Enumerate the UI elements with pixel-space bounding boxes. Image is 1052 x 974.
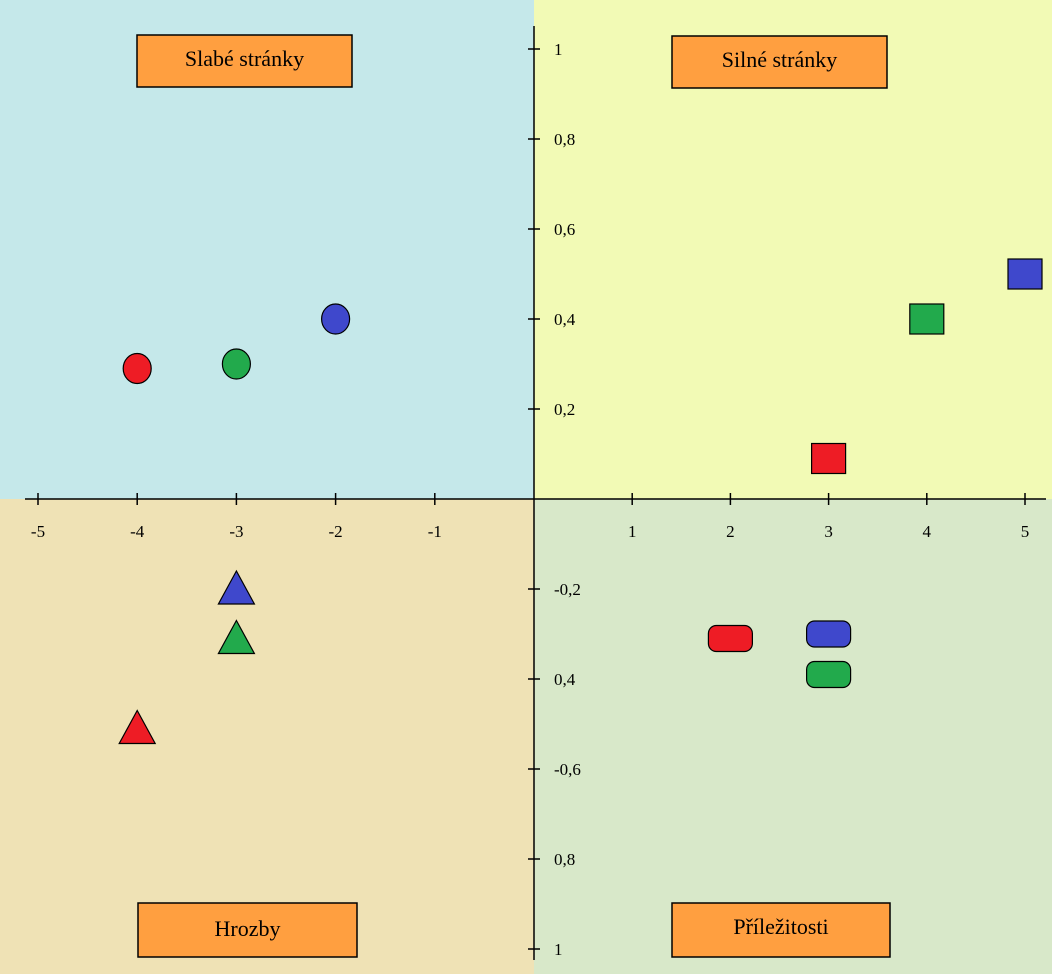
x-tick-label: -3 [229, 522, 243, 541]
x-tick-label: -2 [329, 522, 343, 541]
y-tick-label: 1 [554, 940, 563, 959]
y-tick-label: 0,2 [554, 400, 575, 419]
data-point-rounded-rect [805, 620, 852, 648]
y-tick-label: 0,4 [554, 670, 576, 689]
y-tick-label: 0,4 [554, 310, 576, 329]
y-tick-label: -0,2 [554, 580, 581, 599]
data-point-circle [122, 352, 152, 385]
label-prilezitosti-text: Příležitosti [733, 914, 828, 939]
y-tick-label: 1 [554, 40, 563, 59]
label-hrozby: Hrozby [137, 902, 358, 958]
x-tick-label: 4 [923, 522, 932, 541]
y-tick-label: -0,6 [554, 760, 581, 779]
data-point-triangle [217, 619, 256, 655]
label-silne-stranky: Silné stránky [671, 35, 888, 89]
label-prilezitosti: Příležitosti [671, 902, 891, 958]
x-tick-label: -4 [130, 522, 145, 541]
x-tick-label: 3 [824, 522, 833, 541]
x-tick-label: 2 [726, 522, 735, 541]
data-point-square [909, 303, 945, 335]
data-point-square [1007, 258, 1043, 290]
x-tick-label: -1 [428, 522, 442, 541]
data-point-circle [321, 303, 351, 335]
y-tick-label: 0,8 [554, 850, 575, 869]
data-point-rounded-rect [805, 660, 852, 689]
quadrant-prilezitosti [534, 499, 1052, 974]
y-tick-label: 0,8 [554, 130, 575, 149]
axis-ticks: -5 -4 -3 -2 -1 1 2 3 4 5 1 0,8 0,6 0,4 0,2 -0,2 0,4 -0,6 0… [31, 40, 1029, 959]
data-point-triangle [118, 709, 157, 745]
label-slabe-stranky-text: Slabé stránky [185, 46, 304, 71]
data-point-triangle [217, 569, 256, 605]
quadrant-hrozby [0, 499, 534, 974]
label-slabe-stranky: Slabé stránky [136, 34, 353, 88]
label-hrozby-text: Hrozby [215, 916, 281, 941]
x-tick-label: 5 [1021, 522, 1030, 541]
x-tick-label: -5 [31, 522, 45, 541]
data-point-circle [221, 348, 251, 380]
data-point-rounded-rect [707, 624, 754, 653]
label-silne-stranky-text: Silné stránky [722, 47, 838, 72]
data-point-square [810, 442, 847, 475]
x-tick-label: 1 [628, 522, 637, 541]
data-marks [118, 258, 1043, 745]
y-tick-label: 0,6 [554, 220, 575, 239]
